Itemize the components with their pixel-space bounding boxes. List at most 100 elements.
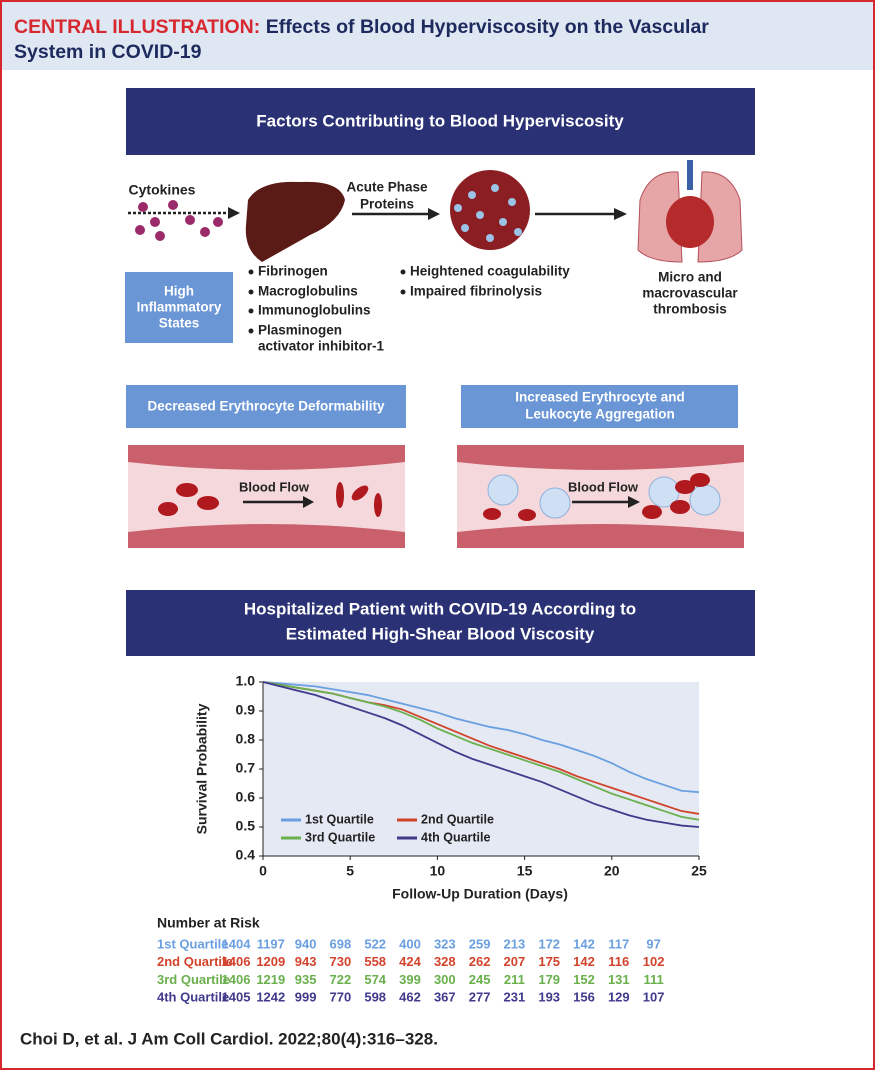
risk-value: 940 — [295, 936, 317, 951]
label: thrombosis — [653, 302, 727, 317]
box-label: High — [164, 284, 194, 299]
risk-value: 1209 — [256, 954, 285, 969]
x-tick-label: 5 — [346, 863, 354, 879]
risk-value: 277 — [469, 990, 491, 1005]
x-tick-label: 25 — [691, 863, 707, 879]
bullet-text: Plasminogen — [258, 323, 342, 338]
header-title-line: System in COVID-19 — [14, 41, 202, 63]
mechanism-title: Increased Erythrocyte and — [515, 390, 685, 405]
panel-title: Hospitalized Patient with COVID-19 Accor… — [244, 599, 636, 618]
label: macrovascular — [642, 286, 738, 301]
x-tick-label: 10 — [430, 863, 446, 879]
risk-value: 770 — [330, 990, 352, 1005]
risk-value: 97 — [646, 936, 660, 951]
risk-value: 207 — [504, 954, 526, 969]
header-label: CENTRAL ILLUSTRATION: — [14, 16, 260, 38]
risk-value: 129 — [608, 990, 630, 1005]
survival-curve — [262, 681, 700, 794]
label: Acute Phase — [346, 180, 428, 195]
risk-value: 1197 — [257, 936, 285, 951]
x-tick-label: 20 — [604, 863, 620, 879]
risk-value: 399 — [399, 972, 421, 987]
risk-value: 172 — [538, 936, 560, 951]
inflammatory-box — [125, 272, 233, 343]
header-title: CENTRAL ILLUSTRATION: Effects of Blood H… — [14, 16, 709, 38]
legend-label: 1st Quartile — [305, 812, 374, 826]
risk-row-label: 1st Quartile — [157, 936, 229, 951]
risk-value: 943 — [295, 954, 317, 969]
risk-value: 107 — [643, 990, 665, 1005]
risk-value: 156 — [573, 990, 595, 1005]
risk-value: 245 — [469, 972, 491, 987]
risk-value: 1406 — [222, 954, 251, 969]
vessel-illustration — [128, 445, 405, 548]
risk-value: 424 — [399, 954, 421, 969]
bullet — [248, 269, 254, 275]
flow-label: Blood Flow — [239, 479, 310, 494]
protein-illustration — [450, 170, 530, 250]
risk-value: 574 — [364, 972, 386, 987]
risk-value: 111 — [643, 972, 663, 987]
risk-value: 179 — [538, 972, 560, 987]
survival-curve — [262, 681, 700, 828]
vessel-illustration — [457, 445, 744, 548]
bullet — [248, 289, 254, 295]
citation: Choi D, et al. J Am Coll Cardiol. 2022;8… — [20, 1029, 438, 1048]
risk-row-label: 2nd Quartile — [157, 954, 233, 969]
bullet-text: Heightened coagulability — [410, 264, 570, 279]
risk-row-label: 3rd Quartile — [157, 972, 230, 987]
bullet-list: Heightened coagulability Impaired fibrino… — [400, 264, 570, 299]
risk-value: 117 — [608, 936, 629, 951]
risk-value: 152 — [573, 972, 595, 987]
risk-value: 213 — [504, 936, 526, 951]
risk-value: 698 — [330, 936, 352, 951]
panel-header — [126, 88, 755, 155]
risk-value: 522 — [364, 936, 386, 951]
y-axis-title: Survival Probability — [194, 703, 210, 834]
box-label: States — [159, 316, 200, 331]
chart: 1.0 0.9 0.8 0.7 0.6 0.5 0.40 5 10 15 20 25 1st Quart… — [236, 673, 707, 879]
y-tick-label: 0.5 — [236, 818, 256, 834]
risk-value: 367 — [434, 990, 456, 1005]
panel-header — [126, 590, 755, 656]
survival-curve — [262, 681, 700, 821]
bullet-text: Macroglobulins — [258, 284, 358, 299]
x-tick-label: 15 — [517, 863, 533, 879]
risk-value: 175 — [538, 954, 560, 969]
y-tick-label: 0.4 — [236, 847, 256, 863]
risk-value: 999 — [295, 990, 317, 1005]
bullet-text: Impaired fibrinolysis — [410, 284, 542, 299]
risk-value: 598 — [364, 990, 386, 1005]
risk-value: 323 — [434, 936, 456, 951]
risk-value: 400 — [399, 936, 421, 951]
x-tick-label: 0 — [259, 863, 267, 879]
mechanism-box — [461, 385, 738, 428]
bullet-text: Fibrinogen — [258, 264, 328, 279]
y-tick-label: 1.0 — [236, 673, 256, 689]
mechanism-title: Decreased Erythrocyte Deformability — [147, 399, 385, 414]
bullet — [400, 269, 406, 275]
bullet-text: Immunoglobulins — [258, 303, 371, 318]
arrow — [535, 208, 627, 220]
risk-value: 193 — [538, 990, 560, 1005]
liver-illustration — [245, 181, 345, 262]
risk-value: 328 — [434, 954, 456, 969]
mechanism-title: Leukocyte Aggregation — [525, 407, 675, 422]
lungs-illustration — [637, 160, 743, 263]
bullet — [248, 308, 254, 314]
plot-area — [263, 682, 699, 856]
y-tick-label: 0.7 — [236, 760, 256, 776]
bullet-text: activator inhibitor-1 — [258, 339, 385, 354]
label: Cytokines — [129, 182, 196, 198]
header-title-line: Effects of Blood Hyperviscosity on the V… — [266, 16, 710, 38]
risk-value: 102 — [643, 954, 665, 969]
y-tick-label: 0.6 — [236, 789, 256, 805]
risk-value: 1405 — [222, 990, 251, 1005]
risk-value: 142 — [573, 936, 595, 951]
risk-value: 558 — [364, 954, 386, 969]
risk-value: 116 — [608, 954, 629, 969]
risk-value: 730 — [330, 954, 352, 969]
risk-value: 1404 — [222, 936, 252, 951]
